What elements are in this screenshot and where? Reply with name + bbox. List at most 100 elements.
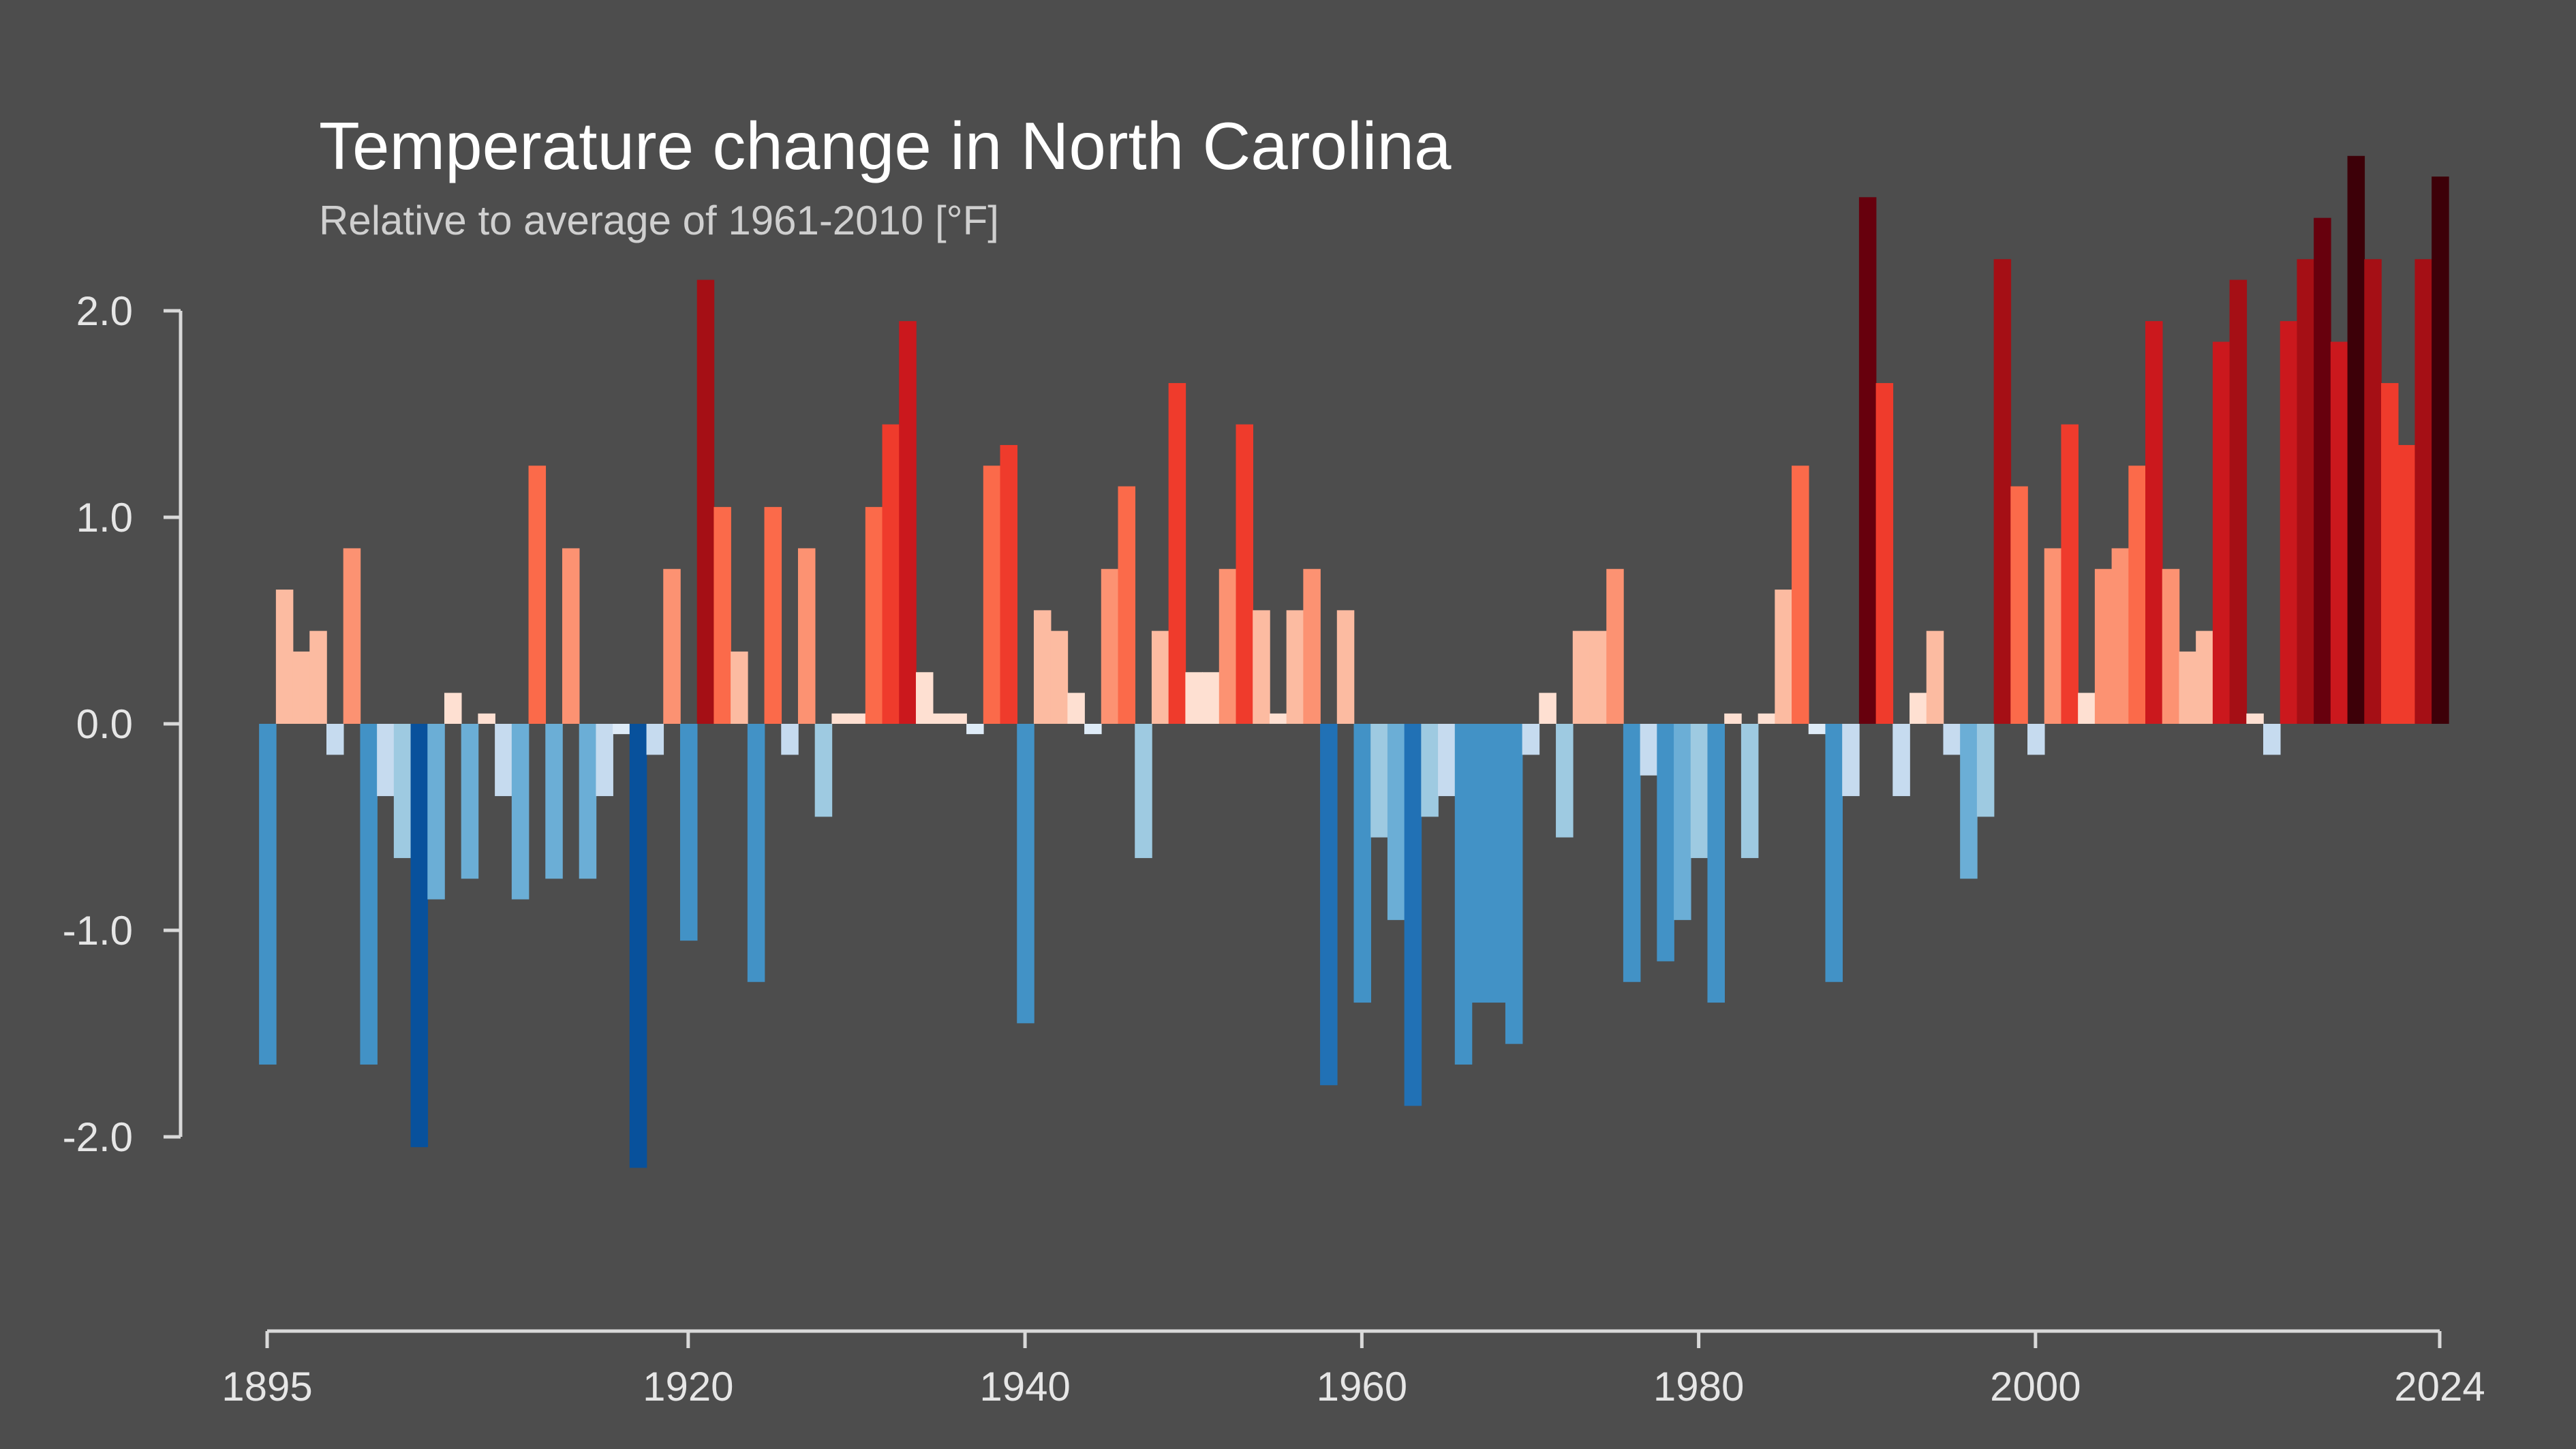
bar-1904 — [410, 724, 429, 1148]
bar-1940 — [1017, 724, 1034, 1024]
bar-1989 — [1842, 724, 1860, 797]
y-tick-label: 1.0 — [76, 495, 133, 540]
bar-1938 — [983, 466, 1001, 724]
bar-2006 — [2128, 466, 2146, 724]
y-tick-label: -2.0 — [63, 1114, 133, 1160]
bar-1916 — [613, 724, 630, 735]
bar-1974 — [1589, 630, 1607, 724]
x-tick-label: 1895 — [221, 1364, 312, 1409]
bar-1981 — [1707, 724, 1725, 1003]
bar-1901 — [360, 724, 378, 1065]
bar-1912 — [545, 724, 563, 879]
bar-1942 — [1050, 630, 1069, 724]
bar-2010 — [2196, 630, 2213, 724]
bar-1941 — [1033, 610, 1052, 724]
bar-2011 — [2212, 341, 2230, 724]
bar-1945 — [1101, 568, 1119, 724]
bar-1926 — [781, 724, 799, 755]
bar-2002 — [2061, 424, 2079, 724]
bar-2020 — [2364, 259, 2382, 724]
bar-1910 — [511, 724, 530, 900]
bar-1937 — [966, 724, 984, 735]
bar-1987 — [1808, 724, 1826, 735]
bar-1992 — [1892, 724, 1910, 797]
bar-2023 — [2414, 259, 2432, 724]
bar-1932 — [882, 424, 900, 724]
bar-1994 — [1926, 630, 1944, 724]
bars-group — [259, 155, 2449, 1168]
bar-1983 — [1741, 724, 1759, 858]
bar-2014 — [2263, 724, 2281, 755]
bar-1909 — [495, 724, 512, 797]
bar-1924 — [747, 724, 765, 982]
bar-1943 — [1067, 692, 1085, 724]
bar-1923 — [731, 651, 748, 724]
bar-1961 — [1370, 724, 1388, 838]
bar-2000 — [2027, 724, 2045, 755]
bar-1975 — [1606, 568, 1624, 724]
bar-1933 — [899, 321, 917, 724]
y-tick-label: -1.0 — [63, 908, 133, 954]
bar-2003 — [2078, 692, 2096, 724]
bar-1929 — [831, 713, 849, 724]
bar-1898 — [309, 630, 327, 724]
bar-1925 — [764, 506, 782, 724]
x-tick-label: 1920 — [643, 1364, 733, 1409]
bar-1965 — [1438, 724, 1456, 797]
bar-1958 — [1320, 724, 1338, 1086]
bar-1972 — [1556, 724, 1574, 838]
bar-2007 — [2145, 321, 2163, 724]
bar-1971 — [1539, 692, 1557, 724]
bar-1947 — [1135, 724, 1152, 858]
bar-1968 — [1488, 724, 1506, 1003]
bar-1966 — [1454, 724, 1473, 1065]
bar-2009 — [2179, 651, 2196, 724]
bar-1980 — [1690, 724, 1708, 858]
bar-1985 — [1775, 590, 1792, 724]
bar-1964 — [1421, 724, 1439, 817]
bar-1936 — [949, 713, 967, 724]
bar-2024 — [2432, 177, 2449, 724]
bar-1960 — [1353, 724, 1372, 1003]
bar-1915 — [596, 724, 613, 797]
bar-2008 — [2162, 568, 2180, 724]
bar-1944 — [1084, 724, 1102, 735]
bar-1902 — [377, 724, 395, 797]
x-tick-label: 2000 — [1990, 1364, 2081, 1409]
bar-1995 — [1943, 724, 1961, 755]
bar-1970 — [1522, 724, 1540, 755]
bar-1899 — [326, 724, 344, 755]
bar-1930 — [848, 713, 866, 724]
y-tick-label: 0.0 — [76, 701, 133, 747]
bar-1900 — [343, 548, 361, 724]
bar-1903 — [393, 724, 412, 858]
bar-1956 — [1286, 610, 1304, 724]
bar-1913 — [562, 548, 580, 724]
bar-1946 — [1118, 486, 1136, 724]
bar-1928 — [814, 724, 833, 817]
bar-2017 — [2314, 217, 2331, 724]
bar-1911 — [528, 466, 547, 724]
bar-1897 — [292, 651, 311, 724]
bar-1939 — [1000, 444, 1018, 724]
bar-2019 — [2347, 155, 2365, 724]
bar-2016 — [2297, 259, 2314, 724]
bar-1918 — [646, 724, 664, 755]
x-axis: 1895 1920 1940 1960 1980 2000 2024 — [221, 1329, 2485, 1409]
bar-1997 — [1976, 724, 1995, 817]
bar-1962 — [1387, 724, 1405, 920]
bar-1921 — [696, 279, 715, 724]
bar-1977 — [1640, 724, 1658, 776]
bar-2018 — [2330, 341, 2348, 724]
x-tick-label: 1940 — [979, 1364, 1070, 1409]
bar-1967 — [1471, 724, 1489, 1003]
bar-1907 — [461, 724, 479, 879]
bar-1996 — [1960, 724, 1978, 879]
bar-1959 — [1336, 610, 1355, 724]
bar-1954 — [1253, 610, 1270, 724]
bar-2012 — [2229, 279, 2248, 724]
bar-1927 — [797, 548, 816, 724]
bar-2021 — [2381, 383, 2399, 724]
chart-subtitle: Relative to average of 1961-2010 [°F] — [319, 198, 999, 243]
